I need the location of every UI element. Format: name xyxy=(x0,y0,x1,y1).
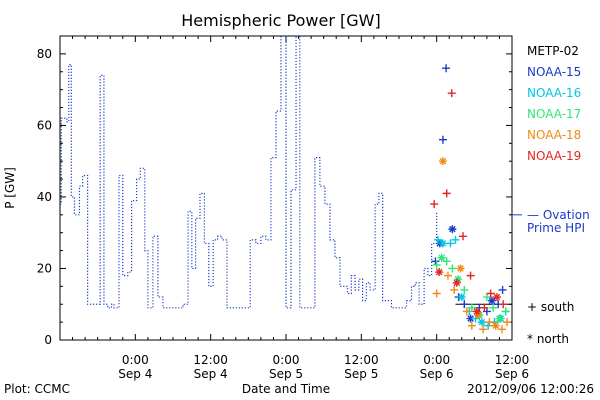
data-point-south xyxy=(498,285,507,294)
data-point-south xyxy=(479,325,488,334)
data-point-south xyxy=(501,307,510,316)
x-tick-label-date: Sep 5 xyxy=(269,367,303,381)
y-tick-label: 0 xyxy=(44,333,52,347)
data-point-south xyxy=(502,318,511,327)
x-tick-label-date: Sep 4 xyxy=(118,367,152,381)
x-tick-label-date: Sep 6 xyxy=(495,367,529,381)
data-point-north xyxy=(466,314,475,323)
data-point-north xyxy=(435,268,444,277)
data-point-south xyxy=(484,321,493,330)
data-point-south xyxy=(485,318,494,327)
marker-legend-north: * north xyxy=(527,332,569,346)
data-point-north xyxy=(457,293,466,302)
data-point-south xyxy=(451,235,460,244)
data-point-north xyxy=(472,307,481,316)
footer-right: 2012/09/06 12:00:26 xyxy=(467,382,594,396)
x-tick-label-time: 0:00 xyxy=(273,353,300,367)
x-tick-label-time: 12:00 xyxy=(344,353,379,367)
y-tick-label: 40 xyxy=(37,190,52,204)
data-point-south xyxy=(443,271,452,280)
data-point-south xyxy=(480,303,489,312)
x-tick-label-date: Sep 5 xyxy=(344,367,378,381)
data-point-north xyxy=(477,318,486,327)
legend: METP-02 NOAA-15 NOAA-16 NOAA-17 NOAA-18 NOAA-… xyxy=(512,44,590,346)
legend-entry: NOAA-15 xyxy=(527,65,581,79)
data-point-north xyxy=(495,314,504,323)
data-point-north xyxy=(448,225,457,234)
data-point-north xyxy=(487,296,496,305)
chart-title: Hemispheric Power [GW] xyxy=(181,11,380,30)
x-tick-label-time: 12:00 xyxy=(193,353,228,367)
data-point-north xyxy=(454,275,463,284)
data-point-south xyxy=(482,293,491,302)
data-point-south xyxy=(497,325,506,334)
data-point-south xyxy=(438,135,447,144)
legend-entry: NOAA-19 xyxy=(527,149,581,163)
data-point-south xyxy=(459,232,468,241)
data-point-south xyxy=(460,300,469,309)
data-point-north xyxy=(491,321,500,330)
data-point-south xyxy=(499,300,508,309)
data-point-north xyxy=(492,293,501,302)
marker-legend-south: + south xyxy=(527,300,574,314)
data-point-south xyxy=(486,289,495,298)
data-point-south xyxy=(447,89,456,98)
x-tick-label-date: Sep 6 xyxy=(420,367,454,381)
data-point-south xyxy=(446,239,455,248)
y-tick-label: 20 xyxy=(37,261,52,275)
legend-entry: NOAA-17 xyxy=(527,107,581,121)
data-point-north xyxy=(438,239,447,248)
data-point-south xyxy=(442,64,451,73)
data-point-south xyxy=(466,271,475,280)
data-point-south xyxy=(430,200,439,209)
x-tick-label-time: 0:00 xyxy=(423,353,450,367)
series-line-noaa15 xyxy=(60,36,438,309)
data-point-south xyxy=(432,260,441,269)
data-point-south xyxy=(448,264,457,273)
data-point-south xyxy=(442,189,451,198)
clipped-series xyxy=(60,36,512,334)
y-tick-label: 80 xyxy=(37,47,52,61)
data-point-north xyxy=(452,278,461,287)
data-point-south xyxy=(462,307,471,316)
series-layer xyxy=(60,36,512,334)
x-tick-label-date: Sep 4 xyxy=(194,367,228,381)
data-point-south xyxy=(433,235,442,244)
data-point-south xyxy=(467,303,476,312)
legend-entry: NOAA-16 xyxy=(527,86,581,100)
x-axis-label: Date and Time xyxy=(242,382,330,396)
x-tick-label-time: 0:00 xyxy=(122,353,149,367)
data-point-south xyxy=(432,289,441,298)
data-point-south xyxy=(450,285,459,294)
data-point-north xyxy=(438,157,447,166)
ovation-label-2: Prime HPI xyxy=(527,221,585,235)
data-point-south xyxy=(442,257,451,266)
data-point-south xyxy=(431,257,440,266)
data-point-north xyxy=(437,253,446,262)
ovation-label: — Ovation xyxy=(527,208,590,222)
data-point-south xyxy=(489,303,498,312)
data-point-south xyxy=(460,285,469,294)
legend-entry: METP-02 xyxy=(527,44,579,58)
y-axis-label: P [GW] xyxy=(3,167,17,209)
legend-entry: NOAA-18 xyxy=(527,128,581,142)
y-tick-label: 60 xyxy=(37,118,52,132)
data-point-south xyxy=(467,321,476,330)
data-point-north xyxy=(456,264,465,273)
footer-left: Plot: CCMC xyxy=(4,382,70,396)
data-point-north xyxy=(474,310,483,319)
x-tick-label-time: 12:00 xyxy=(495,353,530,367)
